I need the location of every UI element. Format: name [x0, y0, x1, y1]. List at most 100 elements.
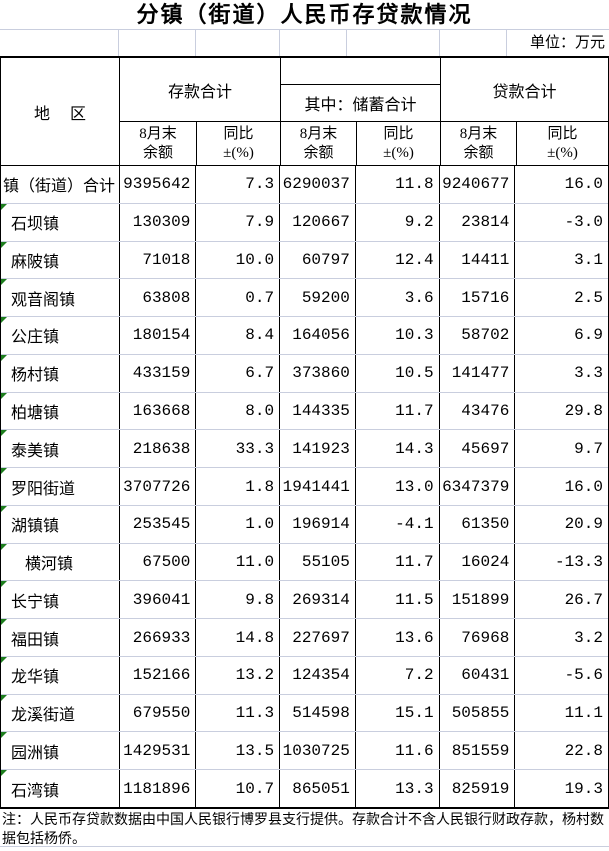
unaudited-flag-triangle-icon: [1, 392, 7, 399]
savings-yoy-cell: 13.6: [356, 619, 440, 656]
loan-yoy-cell: 16.0: [564, 175, 603, 194]
unaudited-flag-triangle-icon: [1, 468, 7, 475]
deposit-yoy-cell: 11.0: [196, 543, 281, 581]
deposit-balance-cell: 180154: [120, 317, 197, 354]
deposit-balance-cell: 679550: [120, 694, 197, 732]
deposit-balance-cell: 163668: [120, 392, 197, 430]
gridline: [118, 30, 119, 56]
loan-yoy-cell: 20.9: [564, 515, 603, 534]
savings-balance-cell: 59200: [280, 279, 356, 317]
loan-balance-cell: 23814: [440, 203, 516, 241]
region-cell: 柏塘镇: [1, 392, 120, 430]
region-cell: 观音阁镇: [1, 279, 120, 317]
loan-total-header: 贷款合计: [441, 58, 608, 122]
deposit-balance-cell: 130309: [120, 203, 197, 241]
gridline: [279, 30, 280, 56]
region-cell: 龙溪街道: [1, 694, 120, 732]
savings-balance-cell: 60797: [280, 241, 356, 279]
savings-yoy-cell: 15.1: [356, 694, 440, 732]
deposit-yoy-cell: 1.0: [196, 505, 281, 543]
empty-header-cell: [281, 58, 441, 85]
page-title: 分镇（街道）人民币存贷款情况: [0, 0, 609, 30]
region-cell: 泰美镇: [1, 430, 120, 468]
savings-balance-cell: 120667: [280, 203, 356, 241]
deposit-balance-cell: 67500: [120, 543, 197, 581]
savings-balance-cell: 1030725: [280, 732, 356, 770]
unaudited-flag-triangle-icon: [1, 656, 7, 663]
unaudited-flag-triangle-icon: [1, 203, 7, 210]
deposit-yoy-cell: 13.2: [196, 656, 281, 694]
region-header: 地 区: [1, 58, 120, 166]
loan-yoy-cell: 22.8: [564, 741, 603, 760]
deposit-balance-cell: 63808: [120, 279, 197, 317]
region-name: 镇（街道）合计: [3, 178, 116, 196]
unaudited-flag-triangle-icon: [1, 279, 7, 286]
savings-balance-cell: 196914: [280, 505, 356, 543]
savings-balance-cell: 227697: [280, 619, 356, 656]
loan-yoy-cell: -3.0: [564, 213, 603, 232]
loan-yoy-cell: -5.6: [564, 666, 603, 685]
loan-yoy-cell: 9.7: [574, 439, 603, 458]
savings-subtotal-header: 其中：储蓄合计: [281, 85, 441, 122]
region-cell: 罗阳街道: [1, 468, 120, 505]
gridline: [0, 846, 609, 847]
savings-balance-cell: 6290037: [280, 166, 356, 203]
savings-balance-cell: 164056: [280, 317, 356, 354]
loan-yoy-cell: 3.1: [574, 250, 603, 269]
savings-yoy-cell: 14.3: [356, 430, 440, 468]
savings-yoy-cell: 13.3: [356, 770, 440, 808]
savings-balance-cell: 141923: [280, 430, 356, 468]
deposit-total-header: 存款合计: [120, 58, 281, 122]
region-cell: 长宁镇: [1, 581, 120, 619]
deposit-balance-cell: 152166: [120, 656, 197, 694]
table-row: 长宁镇 396041 9.8 269314 11.5 151899 26.7: [1, 580, 608, 619]
loan-balance-cell: 60431: [440, 656, 516, 694]
savings-balance-cell: 144335: [280, 392, 356, 430]
savings-yoy-cell: 3.6: [356, 279, 440, 317]
deposit-balance-cell: 1429531: [120, 732, 197, 770]
region-cell: 湖镇镇: [1, 505, 120, 543]
savings-balance-cell: 124354: [280, 656, 356, 694]
unaudited-flag-triangle-icon: [1, 430, 7, 437]
table-row: 罗阳街道 3707726 1.8 1941441 13.0 6347379 16…: [1, 467, 608, 505]
loan-balance-cell: 16024: [440, 543, 516, 581]
unit-row: 单位：万元: [0, 30, 609, 56]
table-row: 杨村镇 433159 6.7 373860 10.5 141477 3.3: [1, 353, 608, 392]
loan-yoy-cell: 11.1: [564, 704, 603, 723]
gridline: [439, 30, 440, 56]
deposit-yoy-cell: 6.7: [196, 354, 281, 392]
region-cell: 石坝镇: [1, 203, 120, 241]
table-row: 石坝镇 130309 7.9 120667 9.2 23814 -3.0: [1, 202, 608, 241]
savings-yoy-cell: 9.2: [356, 203, 440, 241]
region-name: 石湾镇: [11, 782, 60, 800]
gridline: [506, 30, 507, 56]
region-cell: 石湾镇: [1, 770, 120, 808]
region-name: 长宁镇: [11, 593, 60, 611]
table-row: 柏塘镇 163668 8.0 144335 11.7 43476 29.8: [1, 391, 608, 430]
loan-yoy-header: 同比 ±(%): [517, 122, 608, 166]
loan-yoy-cell: 2.5: [574, 288, 603, 307]
region-cell: 麻陂镇: [1, 241, 120, 279]
unaudited-flag-triangle-icon: [1, 543, 7, 550]
unaudited-flag-triangle-icon: [1, 505, 7, 512]
deposit-balance-cell: 433159: [120, 354, 197, 392]
deposit-yoy-cell: 11.3: [196, 694, 281, 732]
deposit-yoy-cell: 13.5: [196, 732, 281, 770]
savings-balance-cell: 1941441: [280, 468, 356, 505]
region-name: 龙华镇: [11, 669, 60, 687]
loan-yoy-cell: 3.3: [574, 364, 603, 383]
region-name: 杨村镇: [11, 367, 60, 385]
deposit-yoy-cell: 14.8: [196, 619, 281, 656]
loan-balance-cell: 825919: [440, 770, 516, 808]
table-row: 湖镇镇 253545 1.0 196914 -4.1 61350 20.9: [1, 504, 608, 543]
unit-label: 单位：万元: [529, 35, 605, 51]
loan-yoy-cell: 26.7: [564, 590, 603, 609]
table-row: 麻陂镇 71018 10.0 60797 12.4 14411 3.1: [1, 240, 608, 279]
loan-yoy-cell: 6.9: [574, 326, 603, 345]
unaudited-flag-triangle-icon: [1, 581, 7, 588]
region-cell: 杨村镇: [1, 354, 120, 392]
savings-yoy-cell: 12.4: [356, 241, 440, 279]
loan-yoy-cell: 16.0: [564, 477, 603, 496]
region-name: 福田镇: [11, 631, 60, 649]
loan-yoy-cell: 19.3: [564, 779, 603, 798]
